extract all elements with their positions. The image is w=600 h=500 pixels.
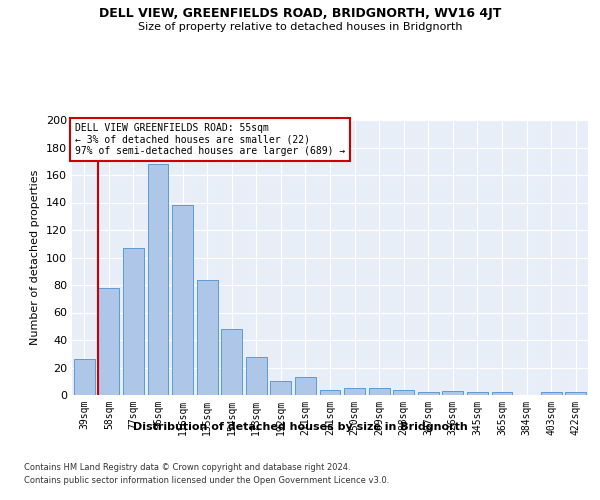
Bar (295, 377, 316, 395)
Bar (442, 391, 463, 395)
Bar (467, 392, 488, 395)
Text: DELL VIEW GREENFIELDS ROAD: 55sqm
← 3% of detached houses are smaller (22)
97% o: DELL VIEW GREENFIELDS ROAD: 55sqm ← 3% o… (74, 122, 345, 156)
Bar (172, 205, 193, 395)
Bar (74, 359, 95, 395)
Bar (197, 280, 218, 395)
Bar (418, 392, 439, 395)
Text: Size of property relative to detached houses in Bridgnorth: Size of property relative to detached ho… (138, 22, 462, 32)
Bar (344, 388, 365, 395)
Text: Distribution of detached houses by size in Bridgnorth: Distribution of detached houses by size … (133, 422, 467, 432)
Bar (271, 381, 292, 395)
Bar (491, 392, 512, 395)
Bar (123, 248, 144, 395)
Text: DELL VIEW, GREENFIELDS ROAD, BRIDGNORTH, WV16 4JT: DELL VIEW, GREENFIELDS ROAD, BRIDGNORTH,… (99, 8, 501, 20)
Bar (221, 329, 242, 395)
Bar (565, 392, 586, 395)
Bar (98, 288, 119, 395)
Bar (393, 390, 414, 395)
Y-axis label: Number of detached properties: Number of detached properties (31, 170, 40, 345)
Bar (368, 388, 389, 395)
Text: Contains public sector information licensed under the Open Government Licence v3: Contains public sector information licen… (24, 476, 389, 485)
Bar (148, 164, 169, 395)
Bar (541, 392, 562, 395)
Text: Contains HM Land Registry data © Crown copyright and database right 2024.: Contains HM Land Registry data © Crown c… (24, 462, 350, 471)
Bar (320, 390, 340, 395)
Bar (246, 356, 267, 395)
